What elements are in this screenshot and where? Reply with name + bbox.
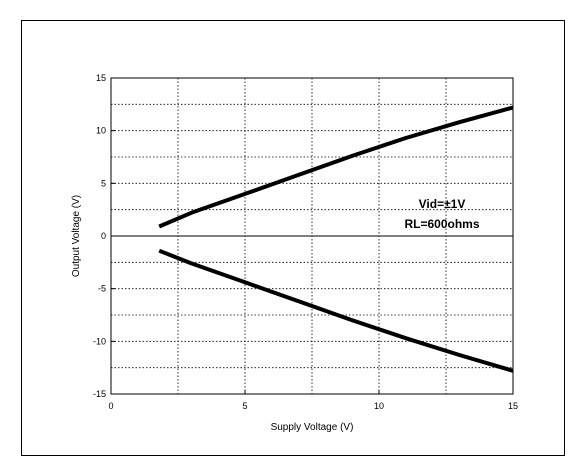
x-tick-label: 10 — [374, 401, 384, 411]
x-tick-label: 0 — [108, 401, 113, 411]
x-tick-label: 15 — [508, 401, 518, 411]
axis-ticks: 0 5 10 15 15 10 5 0 -5 -10 -15 — [93, 73, 518, 411]
grid — [111, 78, 513, 394]
series-line-negative — [158, 248, 514, 373]
x-axis-label: Supply Voltage (V) — [271, 422, 354, 433]
y-tick-label: -10 — [93, 336, 106, 346]
annotation-rl: RL=600ohms — [404, 217, 479, 231]
x-tick-label: 5 — [242, 401, 247, 411]
y-tick-label: 15 — [96, 73, 106, 83]
series-layer — [158, 105, 514, 373]
y-tick-label: -5 — [98, 284, 106, 294]
y-tick-label: -15 — [93, 389, 106, 399]
chart-frame: 0 5 10 15 15 10 5 0 -5 -10 -15 Vid=±1V RL=600ohms … — [21, 20, 565, 456]
y-tick-label: 0 — [101, 231, 106, 241]
y-tick-label: 10 — [96, 126, 106, 136]
annotation-vid: Vid=±1V — [419, 197, 466, 211]
y-tick-label: 5 — [101, 178, 106, 188]
series-line-positive — [158, 105, 514, 229]
y-axis-label: Output Voltage (V) — [71, 195, 82, 277]
